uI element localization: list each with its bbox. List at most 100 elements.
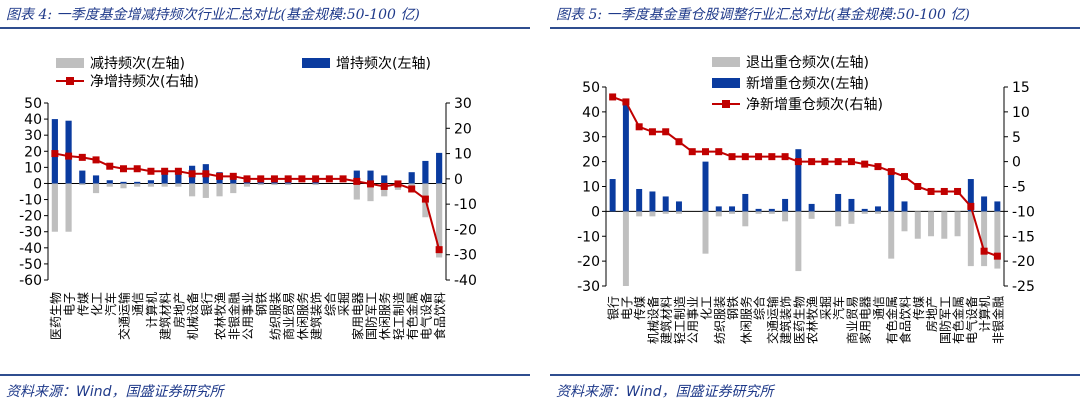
right-tick-label: -20: [1012, 254, 1035, 270]
line-marker: [728, 153, 736, 161]
bar: [981, 196, 988, 212]
chart-5-svg: 退出重仓频次(左轴)新增重仓频次(左轴)净新增重仓频次(右轴)504030201…: [577, 55, 1035, 344]
line-marker: [106, 162, 114, 170]
chart-title: 图表 5: 一季度基金重仓股调整行业汇总对比(基金规模:50-100 亿): [556, 7, 970, 23]
legend-label: 增持频次(左轴): [336, 56, 431, 72]
category-label: 化工: [700, 296, 714, 320]
left-tick-label: -40: [19, 241, 42, 257]
net-line: [612, 96, 998, 258]
bar: [312, 181, 319, 184]
line-marker: [339, 175, 347, 183]
bar: [768, 211, 775, 214]
left-tick-label: -20: [19, 209, 42, 225]
bar: [120, 181, 127, 184]
legend-label: 净新增重仓频次(右轴): [746, 97, 883, 113]
right-tick-label: -5: [1012, 180, 1026, 196]
bar: [120, 183, 127, 189]
line-marker: [927, 187, 935, 195]
line-marker: [874, 163, 882, 171]
bar: [216, 183, 223, 197]
bar: [928, 211, 935, 237]
left-tick-label: -10: [577, 229, 600, 245]
line-marker: [808, 158, 816, 166]
bar: [147, 183, 155, 187]
line-marker: [133, 165, 141, 173]
bar: [636, 211, 643, 217]
bar: [312, 183, 319, 186]
bar: [874, 211, 881, 214]
right-tick-label: -10: [1012, 204, 1035, 220]
bar: [353, 170, 360, 184]
bar: [888, 211, 895, 259]
bar: [134, 181, 141, 184]
bar: [967, 179, 974, 212]
category-label: 电气设备: [418, 292, 433, 340]
bar: [257, 183, 264, 186]
category-label: 家用电器: [858, 296, 873, 344]
legend-label: 减持频次(左轴): [90, 56, 185, 72]
line-marker: [394, 180, 402, 188]
bar: [768, 208, 775, 212]
footer-rule: [550, 374, 1080, 376]
bar: [175, 170, 182, 184]
left-tick-label: 40: [24, 112, 42, 128]
line-marker: [92, 156, 100, 164]
bar: [662, 196, 669, 212]
bar: [202, 183, 209, 198]
line-marker: [367, 180, 375, 188]
line-marker: [609, 93, 617, 101]
category-label: 机械设备: [645, 296, 660, 344]
bar: [941, 211, 948, 239]
line-marker: [216, 172, 224, 180]
right-tick-label: 30: [454, 96, 472, 112]
line-marker: [847, 158, 855, 166]
line-marker: [861, 160, 869, 168]
category-label: 房地产: [924, 296, 939, 332]
category-label: 食品饮料: [432, 292, 447, 340]
bar: [808, 211, 815, 219]
bar: [381, 175, 388, 184]
category-label: 轻工制造: [392, 292, 406, 340]
category-label: 农林牧渔: [806, 296, 820, 344]
category-label: 有色金属: [951, 296, 966, 344]
category-label: 机械设备: [185, 292, 200, 340]
bar: [92, 183, 100, 194]
chart-title: 图表 4: 一季度基金增减持频次行业汇总对比(基金规模:50-100 亿): [6, 7, 420, 23]
bar: [861, 208, 868, 212]
bar: [702, 211, 709, 254]
line-marker: [954, 187, 962, 195]
bar: [134, 183, 141, 187]
bar: [967, 211, 974, 267]
bar: [755, 211, 762, 214]
category-label: 银行: [607, 296, 621, 320]
left-tick-label: -30: [577, 279, 600, 295]
right-tick-label: -40: [454, 273, 477, 289]
bar: [353, 183, 360, 200]
category-label: 汽车: [831, 296, 846, 320]
category-label: 公用事业: [686, 296, 700, 344]
bar: [422, 160, 429, 184]
category-label: 家用电器: [350, 292, 365, 340]
left-tick-label: -50: [19, 257, 42, 273]
category-label: 交通运输: [765, 296, 780, 344]
bar: [106, 180, 113, 184]
bar: [65, 120, 72, 184]
bar: [271, 183, 278, 186]
line-marker: [408, 185, 416, 193]
right-tick-label: 10: [454, 147, 472, 163]
bar: [874, 206, 881, 212]
bar: [675, 201, 682, 212]
legend-swatch: [302, 58, 330, 68]
line-marker: [715, 148, 723, 156]
category-label: 建筑装饰: [309, 292, 324, 340]
category-label: 通信: [131, 292, 145, 316]
right-tick-label: -30: [454, 248, 477, 264]
line-marker: [635, 123, 643, 131]
bar: [981, 211, 988, 267]
category-label: 纺织服装: [713, 296, 727, 344]
bar: [742, 211, 749, 227]
category-label: 电气设备: [964, 296, 979, 344]
bar: [636, 188, 643, 212]
right-tick-label: 10: [1012, 105, 1030, 121]
bar: [285, 183, 292, 186]
